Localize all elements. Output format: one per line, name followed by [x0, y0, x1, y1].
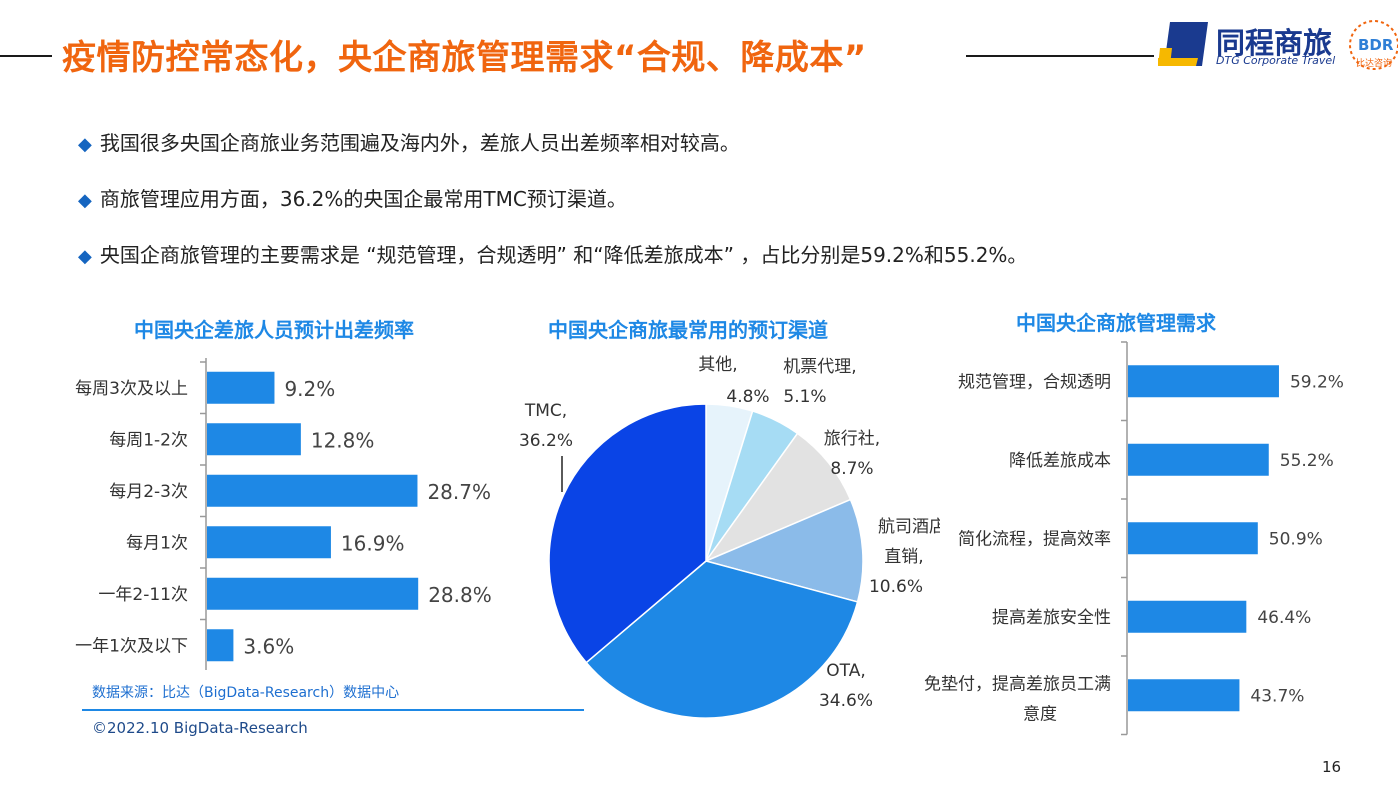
slice-value-label: 8.7%	[830, 459, 873, 479]
bullet-point-3: ◆ 央国企商旅管理的主要需求是 “规范管理，合规透明” 和“降低差旅成本” ，占比…	[78, 239, 1027, 268]
diamond-bullet-icon: ◆	[78, 246, 92, 267]
frequency-chart-title: 中国央企差旅人员预计出差频率	[134, 318, 414, 342]
category-label: 一年2-11次	[98, 585, 188, 605]
bullet-point-1: ◆ 我国很多央国企商旅业务范围遍及海内外，差旅人员出差频率相对较高。	[78, 127, 740, 156]
slice-name-label: 旅行社,	[824, 429, 880, 449]
bar	[207, 526, 331, 559]
slice-name-label: OTA,	[826, 661, 865, 681]
diamond-bullet-icon: ◆	[78, 134, 92, 155]
slice-value-label: 5.1%	[783, 387, 826, 407]
data-label: 43.7%	[1250, 686, 1304, 706]
page-title: 疫情防控常态化，央企商旅管理需求“合规、降成本”	[62, 38, 867, 78]
data-label: 55.2%	[1280, 451, 1334, 471]
pie-slice	[703, 432, 852, 563]
demand-bar-chart: 规范管理，合规透明 59.2% 降低差旅成本 55.2% 简化流程，提高效率 50.9% 提…	[924, 341, 1344, 736]
source-divider	[82, 709, 584, 711]
slice-value-label: 10.6%	[869, 577, 923, 597]
slice-name-label: 机票代理,	[783, 357, 856, 377]
bullet-text-3: 央国企商旅管理的主要需求是 “规范管理，合规透明” 和“降低差旅成本” ，占比分…	[99, 243, 1028, 267]
bar	[1128, 679, 1240, 712]
bar	[207, 423, 301, 456]
data-label: 59.2%	[1290, 372, 1344, 392]
diamond-bullet-icon: ◆	[78, 190, 92, 211]
category-label: 每周3次及以上	[75, 379, 188, 399]
bar	[1128, 522, 1258, 555]
channel-chart-title: 中国央企商旅最常用的预订渠道	[548, 318, 828, 342]
slice-name-label: 直销,	[884, 547, 923, 567]
data-label: 46.4%	[1257, 608, 1311, 628]
bullet-text-2: 商旅管理应用方面，36.2%的央国企最常用TMC预订渠道。	[99, 187, 627, 211]
category-label: 规范管理，合规透明	[958, 372, 1111, 392]
data-label: 16.9%	[341, 531, 405, 555]
logo-english-text: DTG Corporate Travel	[1216, 54, 1336, 67]
data-label: 50.9%	[1269, 529, 1323, 549]
bar	[207, 577, 419, 610]
data-label: 28.8%	[428, 583, 492, 607]
data-label: 28.7%	[427, 480, 491, 504]
category-label: 每月1次	[126, 533, 188, 553]
category-label: 意度	[1023, 704, 1057, 724]
tongcheng-logo-icon	[1158, 22, 1208, 66]
data-label: 9.2%	[284, 377, 335, 401]
bar	[207, 371, 275, 404]
copyright-text: ©2022.10 BigData-Research	[92, 719, 308, 737]
slice-value-label: 34.6%	[819, 691, 873, 711]
slice-value-label: 36.2%	[519, 431, 573, 451]
page-number: 16	[1322, 758, 1342, 776]
data-label: 12.8%	[311, 428, 375, 452]
bullet-text-1: 我国很多央国企商旅业务范围遍及海内外，差旅人员出差频率相对较高。	[99, 131, 740, 155]
bdr-logo-icon	[1349, 20, 1398, 70]
category-label: 每月2-3次	[109, 482, 188, 502]
slice-name-label: 其他,	[698, 355, 737, 375]
bar	[1128, 365, 1279, 398]
category-label: 降低差旅成本	[1009, 451, 1111, 471]
title-rule-right	[966, 55, 1154, 57]
frequency-bar-chart: 每周3次及以上 9.2% 每周1-2次 12.8% 每月2-3次 28.7% 每月1次 16.…	[75, 358, 492, 670]
pie-slice	[703, 498, 864, 603]
bar	[1128, 443, 1269, 476]
logo-chinese-text: 同程商旅	[1216, 26, 1333, 60]
slice-name-label: 航司酒店	[878, 517, 940, 537]
pie-slice	[548, 403, 707, 664]
category-label: 一年1次及以下	[75, 636, 188, 656]
demand-chart-title: 中国央企商旅管理需求	[1016, 311, 1216, 335]
bdr-logo-subtext: 比达咨询	[1356, 59, 1393, 69]
category-label: 简化流程，提高效率	[958, 529, 1111, 549]
bar	[207, 629, 234, 662]
bullet-point-2: ◆ 商旅管理应用方面，36.2%的央国企最常用TMC预订渠道。	[78, 183, 627, 212]
data-label: 3.6%	[243, 634, 294, 658]
category-label: 每周1-2次	[109, 430, 188, 450]
category-label: 提高差旅安全性	[992, 608, 1111, 628]
data-source-note: 数据来源：比达（BigData-Research）数据中心	[92, 685, 400, 701]
bar	[207, 474, 418, 507]
category-label: 免垫付，提高差旅员工满	[924, 674, 1111, 694]
bar	[1128, 600, 1247, 633]
company-logo: 同程商旅 DTG Corporate Travel BDR 比达咨询	[1158, 18, 1398, 74]
slice-value-label: 4.8%	[726, 387, 769, 407]
title-rule-left	[0, 55, 52, 57]
slice-name-label: TMC,	[524, 401, 567, 421]
bdr-logo-text: BDR	[1358, 36, 1394, 54]
pie-slice	[585, 560, 859, 719]
